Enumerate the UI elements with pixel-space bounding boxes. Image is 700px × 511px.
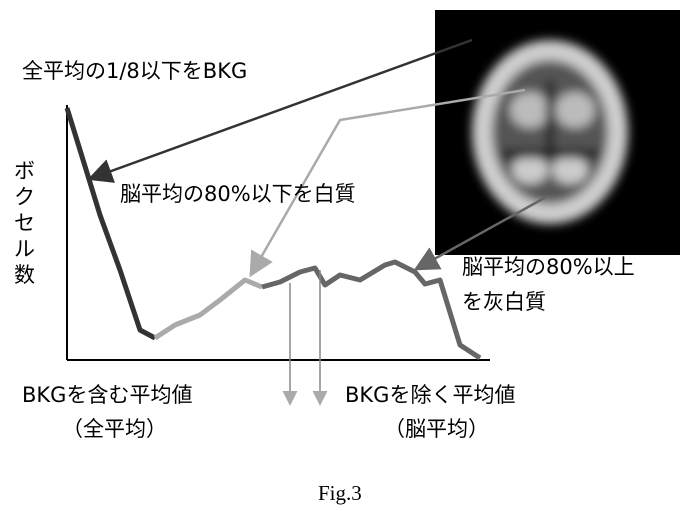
gray-matter-label: 脳平均の80%以上 <box>462 255 635 279</box>
y-axis-label: 数 <box>14 263 35 287</box>
axes <box>66 105 490 361</box>
mean-with-bkg: BKGを含む平均値 <box>22 383 192 407</box>
histogram-curve <box>64 107 482 361</box>
arrows <box>87 38 549 406</box>
mean-with-bkg: （全平均） <box>62 417 167 441</box>
mean-without-bkg: BKGを除く平均値 <box>345 383 515 407</box>
y-axis-label: セ <box>14 211 35 235</box>
y-axis-label: ボ <box>14 159 35 183</box>
bkg-rule: 全平均の1/8以下をBKG <box>22 59 247 83</box>
y-axis-label: ク <box>14 185 35 209</box>
mean-without-bkg: （脳平均） <box>384 417 489 441</box>
y-axis-label: ル <box>14 237 35 261</box>
brain-image <box>435 10 680 255</box>
gray-matter-label: を灰白質 <box>462 290 546 314</box>
white-matter-label: 脳平均の80%以下を白質 <box>120 182 356 206</box>
caption: Fig.3 <box>318 481 362 505</box>
